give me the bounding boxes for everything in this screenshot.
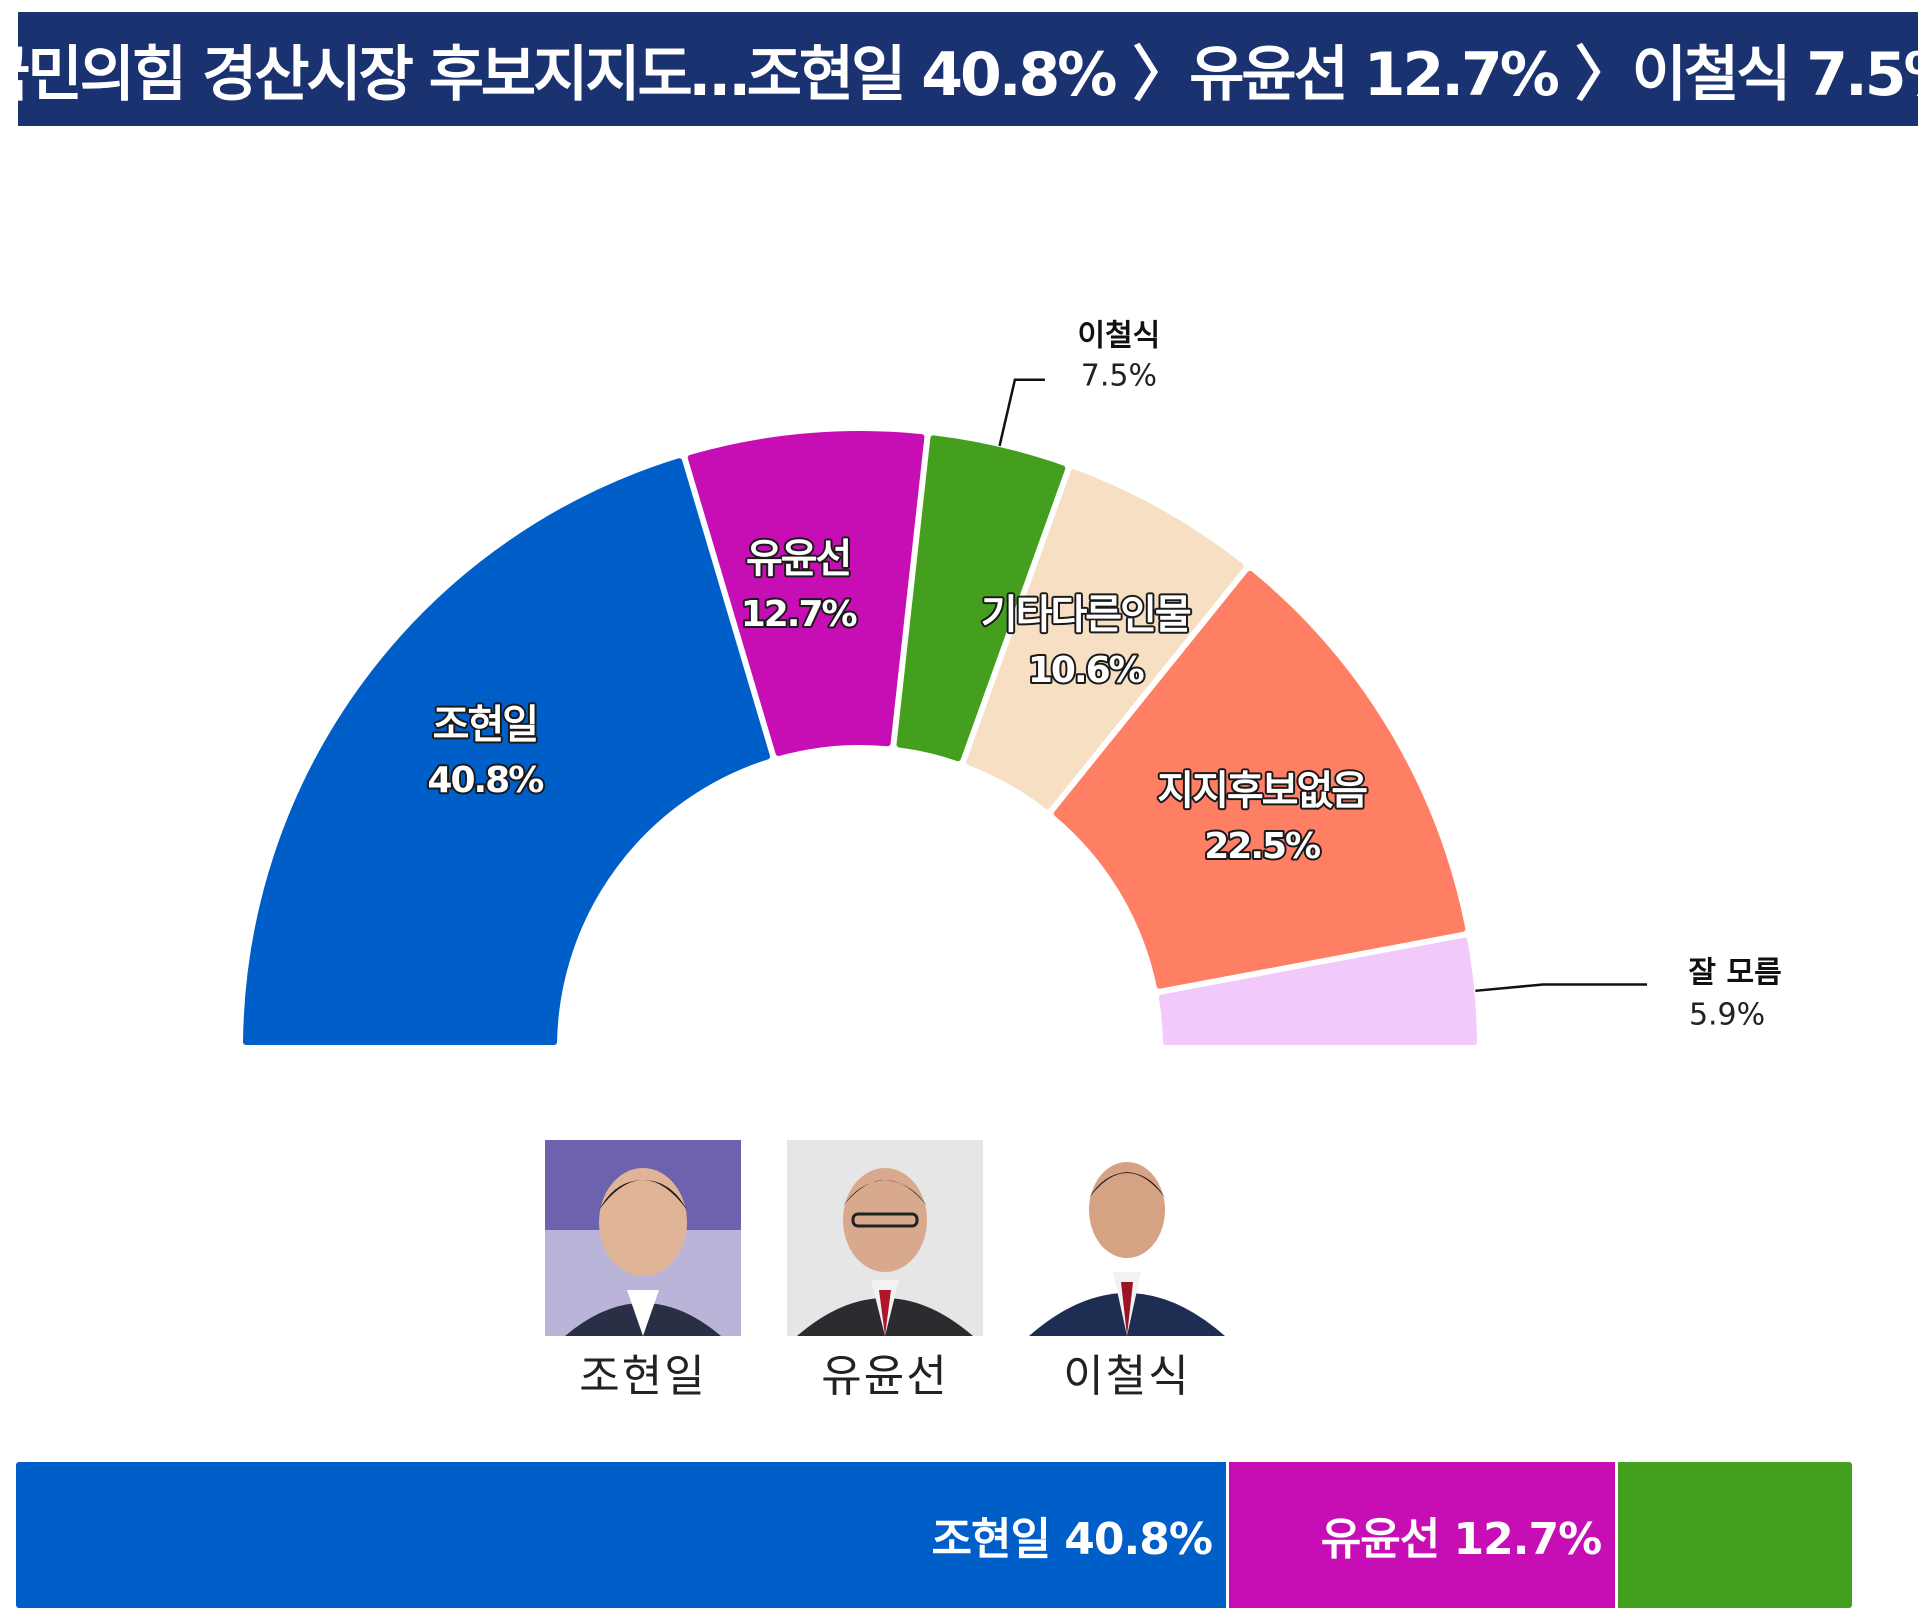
bar-segment-1: 조현일 40.8% <box>16 1462 1226 1608</box>
slice-1 <box>243 458 771 1045</box>
slice-2 <box>687 431 925 757</box>
candidate-photo-1 <box>545 1140 741 1336</box>
slice-label-name-4: 기타다른인물 <box>981 592 1191 638</box>
slice-label-name-1: 조현일 <box>433 702 537 748</box>
candidate-name-1: 조현일 <box>579 1351 707 1402</box>
slice-label-value-4: 10.6% <box>1028 650 1144 691</box>
slice-label-value-1: 40.8% <box>427 760 543 801</box>
slice-outside-name-6: 잘 모름 <box>1688 956 1781 991</box>
leader-line-3 <box>998 378 1045 447</box>
ranking-bar: 조현일 40.8% 유윤선 12.7% <box>16 1462 1852 1608</box>
page-title: 국민의힘 경산시장 후보지지도…조현일 40.8% 〉유윤선 12.7% 〉이철… <box>0 39 1920 110</box>
slice-4 <box>966 469 1244 810</box>
slice-3 <box>896 435 1066 762</box>
candidate-name-2: 유윤선 <box>821 1351 949 1402</box>
slice-6 <box>1158 937 1477 1045</box>
slice-outside-name-3: 이철식 <box>1077 319 1160 354</box>
half-donut-chart: 조현일 40.8% 유윤선 12.7% 이철식 7.5% 기타다른인물 10.6% 지지후보없음… <box>243 319 1782 1045</box>
title-bar: 국민의힘 경산시장 후보지지도…조현일 40.8% 〉유윤선 12.7% 〉이철… <box>0 12 1920 126</box>
leader-line-6 <box>1475 983 1648 993</box>
slice-5 <box>1053 570 1466 989</box>
slice-label-value-2: 12.7% <box>741 594 857 635</box>
candidate-photo-3 <box>1029 1140 1225 1336</box>
bar-segment-2: 유윤선 12.7% <box>1225 1462 1616 1608</box>
bar-segment-3 <box>1615 1462 1852 1608</box>
slice-outside-value-3: 7.5% <box>1081 359 1157 394</box>
slice-label-name-5: 지지후보없음 <box>1157 768 1367 814</box>
candidate-name-3: 이철식 <box>1063 1351 1191 1402</box>
slice-outside-value-6: 5.9% <box>1689 998 1765 1033</box>
slice-label-value-5: 22.5% <box>1204 826 1320 867</box>
candidate-photo-2 <box>787 1140 983 1336</box>
slice-label-name-2: 유윤선 <box>746 536 850 582</box>
